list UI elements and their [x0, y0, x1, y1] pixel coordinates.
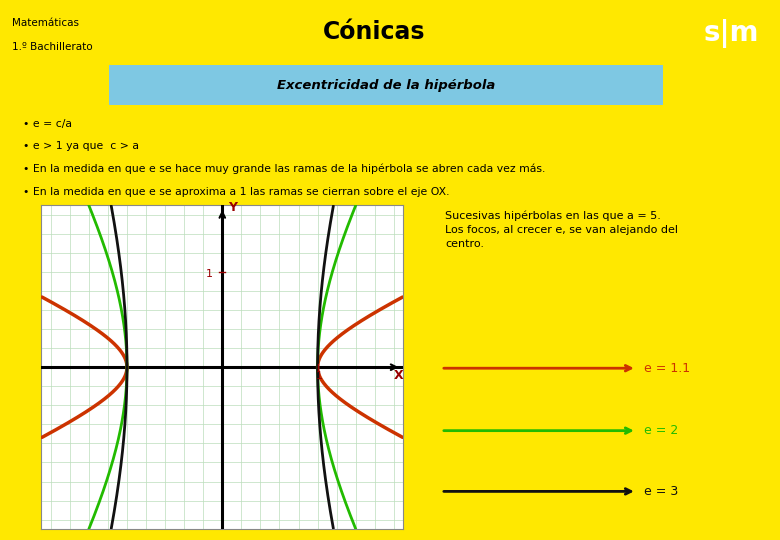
- Text: Y: Y: [228, 201, 237, 214]
- Text: • En la medida en que e se hace muy grande las ramas de la hipérbola se abren ca: • En la medida en que e se hace muy gran…: [23, 163, 545, 174]
- Text: • En la medida en que e se aproxima a 1 las ramas se cierran sobre el eje OX.: • En la medida en que e se aproxima a 1 …: [23, 187, 449, 197]
- Text: Cónicas: Cónicas: [323, 21, 426, 44]
- Text: 1: 1: [206, 269, 213, 279]
- Text: • e = c/a: • e = c/a: [23, 119, 72, 129]
- Text: e = 2: e = 2: [644, 424, 679, 437]
- Text: 1.º Bachillerato: 1.º Bachillerato: [12, 42, 92, 52]
- Text: Excentricidad de la hipérbola: Excentricidad de la hipérbola: [277, 78, 495, 92]
- Text: • e > 1 ya que  c > a: • e > 1 ya que c > a: [23, 141, 139, 151]
- Text: e = 1.1: e = 1.1: [644, 362, 690, 375]
- Text: s|m: s|m: [704, 19, 759, 48]
- Text: 1: 1: [316, 370, 323, 381]
- Text: Sucesivas hipérbolas en las que a = 5.
Los focos, al crecer e, se van alejando d: Sucesivas hipérbolas en las que a = 5. L…: [445, 211, 679, 249]
- FancyBboxPatch shape: [82, 63, 691, 107]
- Text: X: X: [394, 369, 403, 382]
- Text: e = 3: e = 3: [644, 485, 679, 498]
- Text: Matemáticas: Matemáticas: [12, 18, 79, 28]
